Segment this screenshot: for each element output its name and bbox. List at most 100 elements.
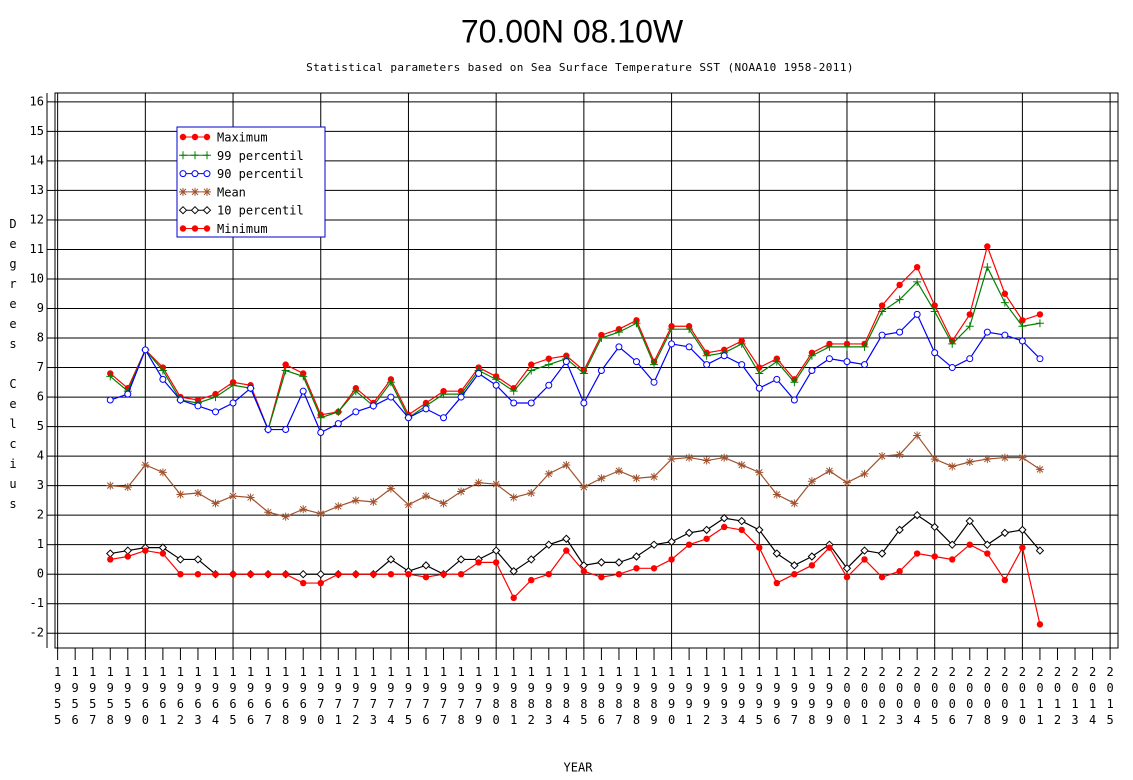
marker [211,393,220,402]
marker [299,505,308,514]
marker [650,565,658,572]
marker [527,489,536,498]
marker [439,499,448,508]
marker [720,352,728,360]
marker [316,569,325,579]
marker [755,525,764,535]
marker [632,319,641,328]
legend-label: Maximum [217,131,268,145]
marker [334,420,342,428]
plot-frame [54,92,1119,649]
marker [194,402,202,410]
marker [176,555,185,564]
marker [191,151,199,160]
y-tick-label: -1 [30,596,44,610]
marker [123,483,132,492]
marker [808,367,816,374]
marker [668,340,676,348]
marker [772,549,782,558]
marker [475,369,483,377]
marker [1001,290,1009,297]
marker [351,496,360,505]
marker [650,378,658,386]
marker [106,549,115,558]
marker [860,469,869,478]
marker [1035,465,1044,474]
marker [457,487,466,496]
y-tick-label: 12 [30,212,44,226]
marker [808,562,816,569]
marker [632,552,641,561]
marker [773,579,781,587]
marker [191,225,199,232]
marker [983,263,992,272]
marker [404,500,413,509]
marker [702,525,711,535]
marker [878,573,886,581]
marker [667,537,676,546]
marker [203,151,211,160]
marker [190,205,200,215]
marker [685,541,693,548]
marker [203,225,211,232]
marker [983,455,992,464]
marker [1018,453,1027,462]
marker [544,540,553,549]
marker [1018,337,1026,345]
marker [1001,576,1009,584]
marker [1019,317,1026,324]
marker [124,390,132,398]
marker [509,567,518,576]
marker [527,366,536,375]
marker [229,491,238,500]
marker [387,570,395,578]
marker [755,384,763,392]
marker [650,360,659,369]
marker [755,369,764,378]
marker [668,556,675,563]
marker [179,170,187,178]
marker [633,565,640,572]
marker [422,573,430,581]
marker [772,490,781,499]
marker [825,466,834,475]
marker [930,455,939,464]
y-tick-label: 8 [37,331,44,345]
marker [386,484,395,493]
marker [528,361,535,368]
marker [335,570,342,578]
marker [1000,528,1010,538]
marker [457,393,465,401]
marker [737,516,746,526]
marker [1036,355,1044,363]
marker [334,407,343,416]
y-tick-label: 5 [37,419,44,433]
marker [562,460,571,469]
marker [773,375,781,383]
marker [878,307,887,316]
marker [281,366,290,375]
marker [756,544,763,551]
marker [1018,525,1027,535]
marker [737,460,746,469]
marker [825,342,834,351]
marker [702,456,711,465]
marker [597,367,605,374]
marker [457,570,465,578]
marker [475,559,482,566]
marker [203,187,211,196]
marker [527,555,536,564]
legend-label: 99 percentil [217,149,304,163]
